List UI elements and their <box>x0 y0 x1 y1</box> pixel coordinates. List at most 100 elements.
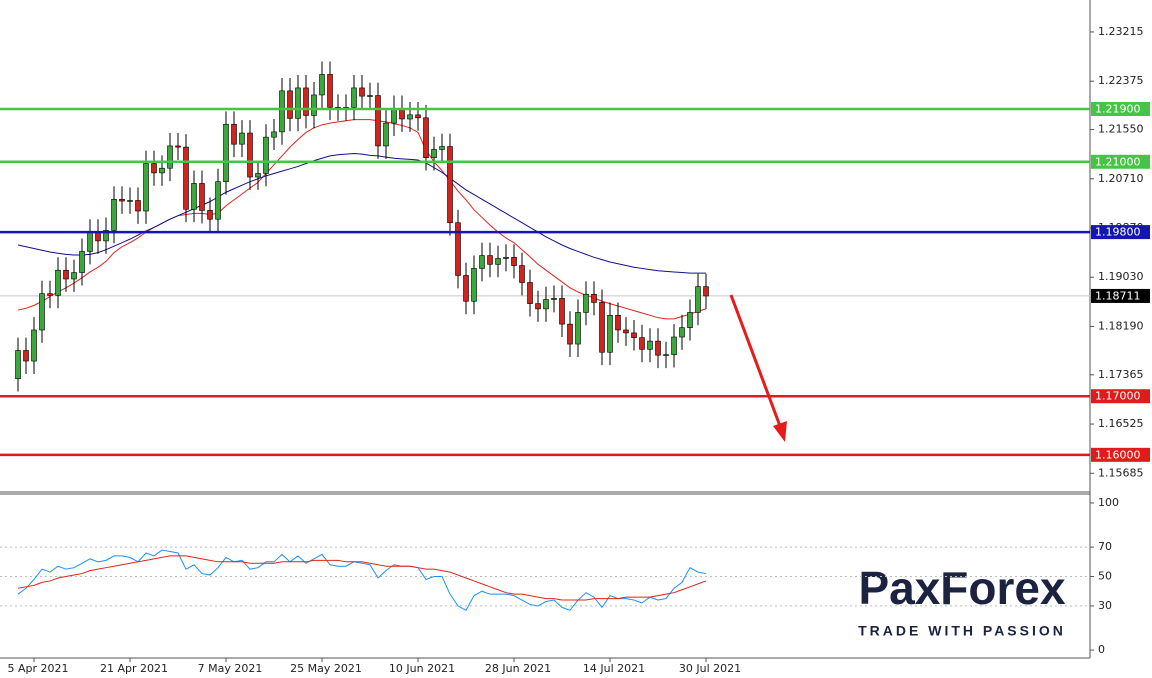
candle-body <box>567 323 573 345</box>
candle-body <box>535 303 541 310</box>
candle-body <box>447 146 453 224</box>
candle-body <box>103 230 109 242</box>
candle-body <box>327 74 333 108</box>
candle-body <box>159 167 165 174</box>
candle-body <box>383 122 389 147</box>
candle-body <box>511 257 517 266</box>
level-label: 1.21900 <box>1095 103 1141 116</box>
candle-body <box>543 299 549 310</box>
candle-body <box>471 268 477 302</box>
level-label-box <box>1091 225 1150 240</box>
arrow-head <box>773 421 787 442</box>
candle-body <box>79 251 85 273</box>
candle-body <box>351 87 357 108</box>
candle-body <box>279 90 285 133</box>
candle-body <box>255 173 261 178</box>
candle-body <box>63 269 69 280</box>
y-tick-label: 1.17365 <box>1098 368 1144 381</box>
level-label: 1.19800 <box>1095 226 1141 239</box>
level-label-box <box>1091 447 1150 462</box>
level-label: 1.21000 <box>1095 155 1141 168</box>
y-tick-label: 1.22375 <box>1098 74 1144 87</box>
candle-body <box>415 114 421 119</box>
candle-body <box>287 90 293 119</box>
candle-body <box>239 132 245 145</box>
candle-body <box>703 286 709 297</box>
candle-body <box>615 315 621 331</box>
candle-body <box>423 117 429 158</box>
x-tick-label: 25 May 2021 <box>290 662 362 675</box>
candle-body <box>583 293 589 313</box>
candle-body <box>199 183 205 211</box>
y-tick-label: 1.20710 <box>1098 172 1144 185</box>
candle-body <box>687 312 693 328</box>
candle-body <box>367 95 373 97</box>
candle-body <box>15 350 21 379</box>
candle-body <box>607 315 613 353</box>
candle-body <box>295 87 301 119</box>
indicator-line <box>17 555 707 601</box>
candle-body <box>647 340 653 350</box>
candle-body <box>631 332 637 338</box>
candle-body <box>47 293 53 296</box>
candle-body <box>375 95 381 147</box>
candle-body <box>271 131 277 138</box>
candle-body <box>87 231 93 252</box>
moving-average-line <box>17 153 706 274</box>
candle-body <box>527 282 533 304</box>
level-label: 1.16000 <box>1095 448 1141 461</box>
y-tick-label: 1.18190 <box>1098 319 1144 332</box>
candle-body <box>143 163 149 212</box>
candle-body <box>135 200 141 212</box>
level-label-box <box>1091 154 1150 169</box>
candle-body <box>207 210 213 220</box>
candle-body <box>487 255 493 265</box>
y-tick-label: 50 <box>1098 570 1112 583</box>
candle-body <box>599 302 605 353</box>
candle-body <box>127 200 133 202</box>
x-tick-label: 21 Apr 2021 <box>100 662 168 675</box>
candle-body <box>639 337 645 350</box>
candle-body <box>39 293 45 331</box>
y-tick-label: 1.21550 <box>1098 123 1144 136</box>
x-tick-label: 14 Jul 2021 <box>583 662 645 675</box>
x-tick-label: 5 Apr 2021 <box>7 662 68 675</box>
candle-body <box>559 298 565 325</box>
y-tick-label: 30 <box>1098 599 1112 612</box>
watermark-tagline: TRADE WITH PASSION <box>858 623 1066 639</box>
candle-body <box>503 257 509 259</box>
candle-body <box>455 222 461 276</box>
level-label-box <box>1091 389 1150 404</box>
candle-body <box>71 272 77 280</box>
candle-body <box>167 145 173 169</box>
forecast-arrow <box>729 294 787 442</box>
candle-body <box>319 74 325 96</box>
candle-body <box>551 298 557 300</box>
candle-body <box>55 269 61 296</box>
last-price-label: 1.18711 <box>1095 289 1141 302</box>
candle-body <box>31 329 37 362</box>
candle-body <box>695 286 701 313</box>
candle-body <box>463 275 469 302</box>
candle-body <box>191 183 197 210</box>
candle-body <box>439 146 445 150</box>
y-tick-label: 1.19030 <box>1098 270 1144 283</box>
y-tick-label: 1.16525 <box>1098 417 1144 430</box>
x-tick-label: 28 Jun 2021 <box>485 662 551 675</box>
y-tick-label: 1.23215 <box>1098 25 1144 38</box>
candle-body <box>119 198 125 202</box>
indicator-line <box>17 549 707 612</box>
y-tick-label: 0 <box>1098 643 1105 656</box>
candle-body <box>671 336 677 355</box>
arrow-shaft <box>729 294 782 427</box>
candle-body <box>575 312 581 345</box>
candle-body <box>479 255 485 269</box>
candle-body <box>263 136 269 174</box>
x-tick-label: 30 Jul 2021 <box>679 662 741 675</box>
last-price-box <box>1091 288 1150 303</box>
candle-body <box>623 329 629 334</box>
candle-body <box>303 87 309 116</box>
x-tick-label: 7 May 2021 <box>198 662 263 675</box>
candle-body <box>519 265 525 283</box>
